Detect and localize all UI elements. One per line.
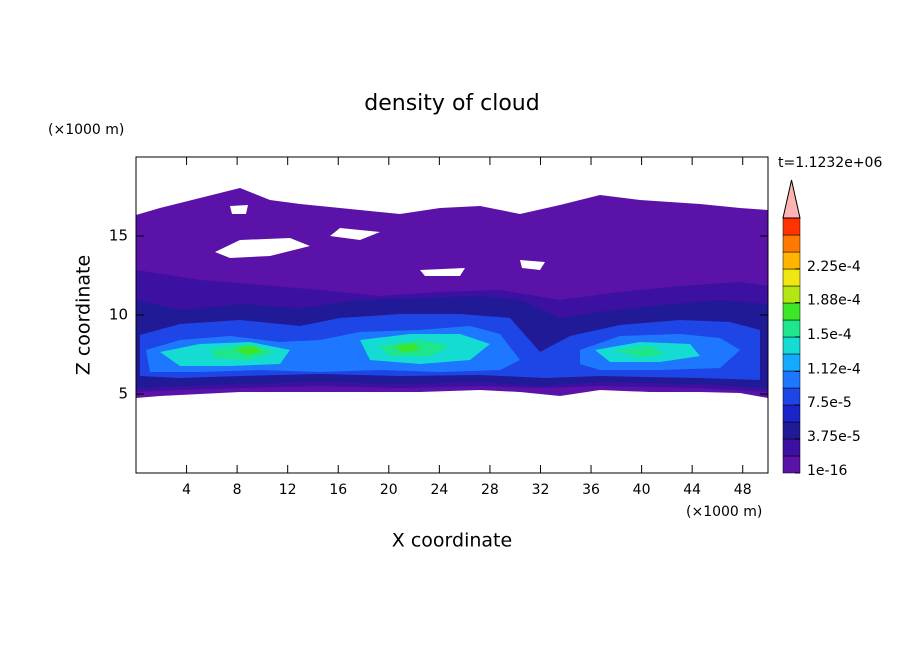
- x-tick-label: 24: [430, 482, 448, 498]
- colorbar-band: [782, 336, 801, 355]
- colorbar-tick-label: 1e-16: [807, 463, 847, 479]
- colorbar-band: [782, 455, 801, 474]
- x-tick-label: 36: [582, 482, 600, 498]
- x-tick-label: 20: [380, 482, 398, 498]
- y-tick-label: 10: [109, 306, 128, 324]
- colorbar-band: [782, 234, 801, 253]
- colorbar-band: [782, 217, 801, 236]
- x-tick-label: 44: [683, 482, 701, 498]
- time-label: t=1.1232e+06: [778, 155, 882, 171]
- contour-field: [136, 188, 768, 398]
- x-tick-label: 8: [233, 482, 242, 498]
- x-unit: (×1000 m): [686, 504, 762, 520]
- colorbar-band: [782, 302, 801, 321]
- x-tick-label: 40: [633, 482, 651, 498]
- x-tick-label: 16: [329, 482, 347, 498]
- x-axis-label: X coordinate: [392, 530, 512, 552]
- colorbar-extend: [782, 179, 801, 219]
- x-tick-label: 12: [279, 482, 297, 498]
- x-tick-label: 4: [182, 482, 191, 498]
- colorbar-band: [782, 404, 801, 423]
- y-unit: (×1000 m): [48, 122, 124, 138]
- colorbar-tick-label: 1.12e-4: [807, 361, 861, 377]
- colorbar-tick-label: 1.88e-4: [807, 293, 861, 309]
- colorbar-band: [782, 438, 801, 457]
- x-tick-label: 28: [481, 482, 499, 498]
- colorbar-band: [782, 268, 801, 287]
- colorbar-tick-label: 3.75e-5: [807, 429, 861, 445]
- field-hole: [136, 205, 768, 335]
- x-tick-label: 32: [532, 482, 550, 498]
- colorbar-tick-label: 2.25e-4: [807, 259, 861, 275]
- x-tick-label: 48: [734, 482, 752, 498]
- colorbar-band: [782, 421, 801, 440]
- colorbar-tick-label: 7.5e-5: [807, 395, 852, 411]
- colorbar-band: [782, 285, 801, 304]
- y-tick-label: 5: [118, 385, 128, 403]
- field-level-7: [210, 340, 665, 360]
- colorbar-band: [782, 387, 801, 406]
- colorbar-band: [782, 251, 801, 270]
- colorbar-band: [782, 370, 801, 389]
- y-tick-label: 15: [109, 227, 128, 245]
- chart-title: density of cloud: [364, 91, 539, 116]
- colorbar-tick-label: 1.5e-4: [807, 327, 852, 343]
- colorbar-band: [782, 353, 801, 372]
- colorbar-band: [782, 319, 801, 338]
- y-axis-label: Z coordinate: [73, 255, 95, 375]
